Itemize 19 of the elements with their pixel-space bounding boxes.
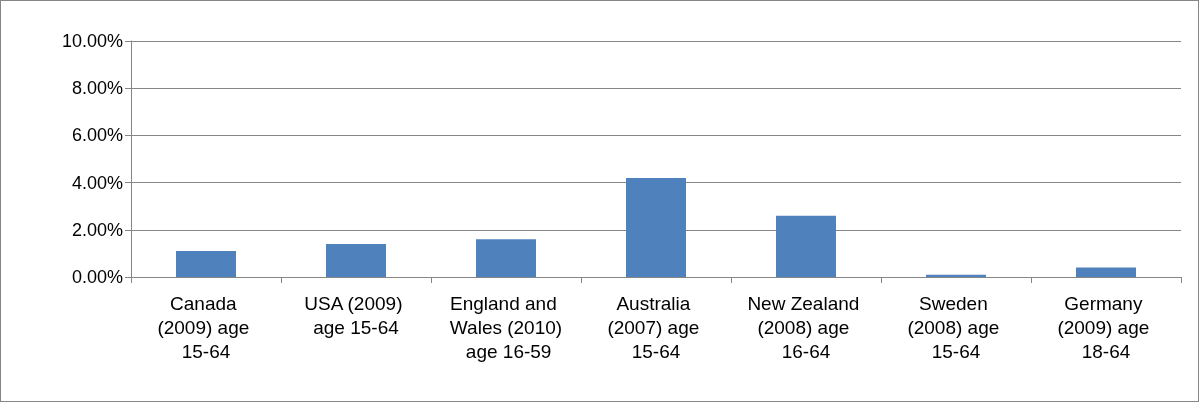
bar bbox=[776, 215, 836, 277]
y-tick-label: 0.00% bbox=[71, 267, 123, 287]
bar bbox=[1076, 267, 1136, 277]
y-tick-label: 2.00% bbox=[71, 219, 123, 240]
x-tick-label: England and Wales (2010) age 16-59 bbox=[449, 292, 563, 362]
x-tick-label: Australia (2007) age 15-64 bbox=[607, 292, 705, 362]
bar bbox=[476, 239, 536, 277]
bar bbox=[176, 251, 236, 277]
x-tick-label: Sweden (2008) age 15-64 bbox=[907, 292, 1005, 362]
x-tick-label: New Zealand (2008) age 16-64 bbox=[747, 292, 865, 362]
y-tick-label: 8.00% bbox=[71, 78, 123, 99]
bar bbox=[326, 243, 386, 277]
bar bbox=[626, 177, 686, 277]
x-tick-label: Canada (2009) age 15-64 bbox=[157, 292, 255, 362]
x-tick-label: Germany (2009) age 18-64 bbox=[1057, 292, 1155, 362]
y-tick-label: 6.00% bbox=[71, 125, 123, 146]
x-tick-label: USA (2009) age 15-64 bbox=[304, 292, 408, 338]
y-tick-label: 10.00% bbox=[61, 31, 123, 51]
y-tick-label: 4.00% bbox=[71, 172, 123, 193]
